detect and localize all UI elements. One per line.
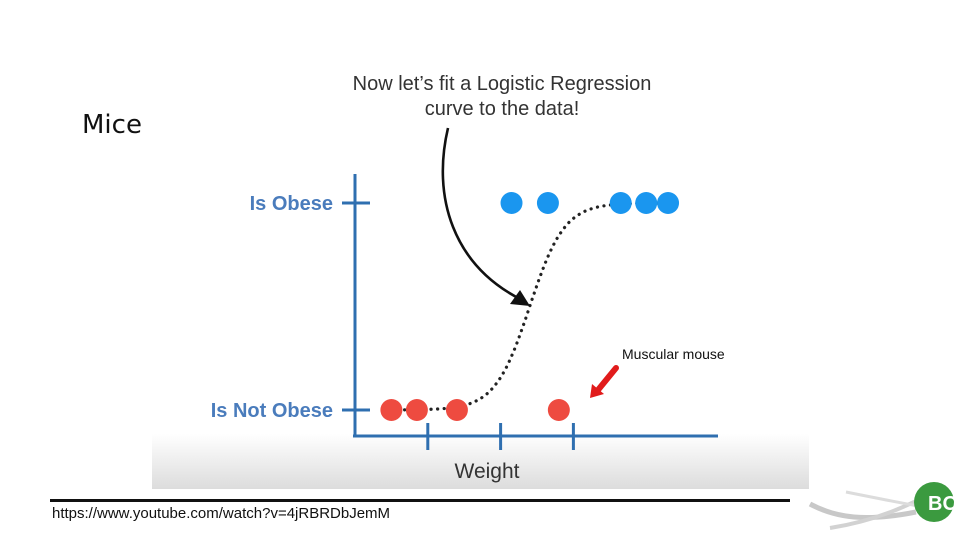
logistic-regression-chart: Is Obese Is Not Obese Weight Now let’s fit …	[152, 56, 809, 489]
x-axis-label: Weight	[455, 460, 520, 483]
source-url: https://www.youtube.com/watch?v=4jRBRDbJ…	[52, 505, 391, 522]
chart-screenshot: Is Obese Is Not Obese Weight Now let’s fit …	[152, 56, 809, 489]
chart-title-line-1: curve to the data!	[425, 98, 580, 120]
not-obese-point-3	[547, 399, 570, 421]
not-obese-point-0	[380, 399, 403, 421]
annotation-arrow	[441, 127, 525, 303]
y-category-label-0: Is Obese	[250, 193, 333, 215]
logo-badge-icon	[914, 482, 954, 522]
obese-point-1	[536, 192, 559, 214]
muscular-mouse-label: Muscular mouse	[622, 346, 725, 362]
obese-point-3	[635, 192, 658, 214]
obese-point-0	[500, 192, 523, 214]
red-pointer-arrow-icon	[590, 365, 619, 398]
not-obese-point-2	[445, 399, 468, 421]
chart-title-line-0: Now let’s fit a Logistic Regression	[353, 73, 652, 95]
footer-divider	[50, 499, 790, 502]
chart-bottom-shade	[152, 434, 809, 489]
annotation-arrow-head	[510, 290, 530, 306]
chart-background	[152, 56, 809, 489]
obese-point-2	[609, 192, 632, 214]
not-obese-point-1	[405, 399, 428, 421]
y-category-label-1: Is Not Obese	[211, 400, 333, 422]
corner-logo: BO	[808, 482, 958, 530]
obese-point-4	[657, 192, 680, 214]
logo-text: BO	[928, 493, 958, 515]
